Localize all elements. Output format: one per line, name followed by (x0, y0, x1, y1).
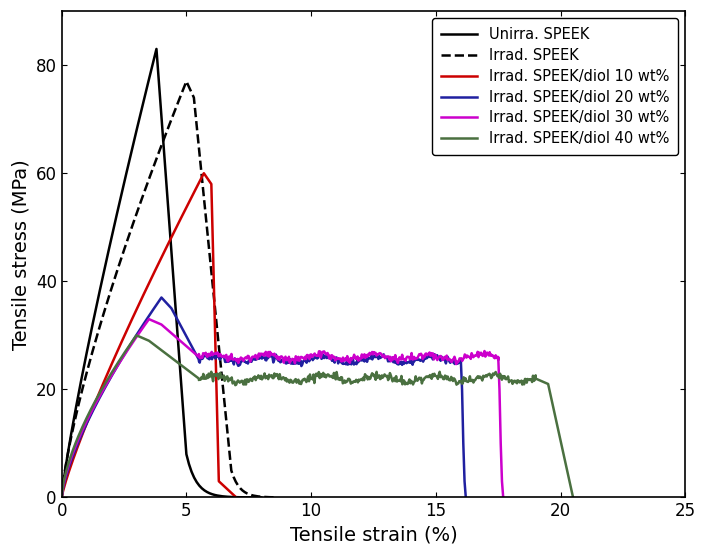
Irrad. SPEEK/diol 30 wt% (483, 349, 491, 356)
Line: Irrad. SPEEK/diol 20 wt%: Irrad. SPEEK/diol 20 wt% (62, 297, 466, 498)
Irrad. SPEEK/diol 20 wt% (315, 351, 323, 358)
Line: Irrad. SPEEK/diol 10 wt%: Irrad. SPEEK/diol 10 wt% (62, 173, 236, 498)
Irrad. SPEEK/diol 20 wt% (133, 331, 141, 337)
Irrad. SPEEK (245, 491, 253, 498)
Irrad. SPEEK/diol 40 wt% (569, 494, 578, 501)
Unirra. SPEEK (64, 451, 72, 458)
Irrad. SPEEK (182, 78, 191, 85)
Line: Irrad. SPEEK/diol 40 wt%: Irrad. SPEEK/diol 40 wt% (62, 335, 573, 498)
Irrad. SPEEK/diol 10 wt% (129, 312, 138, 319)
Irrad. SPEEK (95, 324, 104, 331)
Irrad. SPEEK/diol 40 wt% (198, 375, 206, 382)
Irrad. SPEEK (137, 196, 146, 203)
Irrad. SPEEK/diol 20 wt% (57, 494, 66, 501)
Irrad. SPEEK/diol 40 wt% (57, 494, 66, 501)
Irrad. SPEEK (57, 494, 66, 501)
Irrad. SPEEK/diol 10 wt% (135, 300, 144, 307)
Unirra. SPEEK (140, 95, 148, 101)
Irrad. SPEEK/diol 10 wt% (198, 173, 206, 180)
Irrad. SPEEK/diol 20 wt% (462, 494, 470, 501)
Irrad. SPEEK/diol 20 wt% (432, 353, 440, 360)
Irrad. SPEEK/diol 40 wt% (361, 371, 369, 378)
Irrad. SPEEK/diol 30 wt% (331, 357, 339, 364)
Irrad. SPEEK/diol 10 wt% (232, 494, 240, 501)
Legend: Unirra. SPEEK, Irrad. SPEEK, Irrad. SPEEK/diol 10 wt%, Irrad. SPEEK/diol 20 wt%,: Unirra. SPEEK, Irrad. SPEEK, Irrad. SPEE… (432, 18, 678, 155)
Irrad. SPEEK/diol 10 wt% (57, 494, 66, 501)
Irrad. SPEEK/diol 30 wt% (493, 354, 501, 360)
Line: Irrad. SPEEK: Irrad. SPEEK (62, 81, 274, 498)
Line: Unirra. SPEEK: Unirra. SPEEK (62, 49, 261, 498)
Irrad. SPEEK (177, 92, 185, 99)
Irrad. SPEEK/diol 30 wt% (145, 316, 153, 322)
Line: Irrad. SPEEK/diol 30 wt%: Irrad. SPEEK/diol 30 wt% (62, 319, 503, 498)
Y-axis label: Tensile stress (MPa): Tensile stress (MPa) (11, 159, 30, 350)
Irrad. SPEEK/diol 10 wt% (170, 230, 178, 236)
Irrad. SPEEK/diol 40 wt% (132, 332, 141, 339)
Irrad. SPEEK/diol 40 wt% (262, 375, 270, 381)
Irrad. SPEEK/diol 30 wt% (167, 329, 175, 336)
Unirra. SPEEK (257, 494, 265, 501)
Irrad. SPEEK (269, 494, 278, 500)
Irrad. SPEEK/diol 40 wt% (233, 379, 241, 385)
Irrad. SPEEK/diol 30 wt% (499, 494, 508, 501)
Unirra. SPEEK (57, 494, 66, 501)
Irrad. SPEEK/diol 30 wt% (132, 335, 140, 341)
Irrad. SPEEK/diol 40 wt% (369, 372, 378, 379)
Irrad. SPEEK/diol 20 wt% (157, 294, 165, 301)
Irrad. SPEEK/diol 20 wt% (190, 348, 199, 355)
Irrad. SPEEK/diol 30 wt% (57, 494, 66, 501)
Irrad. SPEEK/diol 30 wt% (393, 356, 402, 363)
Irrad. SPEEK/diol 10 wt% (228, 490, 237, 497)
Irrad. SPEEK (80, 379, 88, 386)
Unirra. SPEEK (88, 325, 96, 332)
Irrad. SPEEK/diol 10 wt% (199, 170, 208, 177)
Irrad. SPEEK/diol 20 wt% (428, 353, 436, 360)
X-axis label: Tensile strain (%): Tensile strain (%) (290, 526, 457, 545)
Unirra. SPEEK (152, 46, 160, 52)
Irrad. SPEEK/diol 10 wt% (211, 321, 219, 328)
Unirra. SPEEK (67, 430, 76, 437)
Unirra. SPEEK (255, 494, 263, 501)
Unirra. SPEEK (74, 391, 83, 398)
Irrad. SPEEK/diol 20 wt% (90, 404, 99, 410)
Irrad. SPEEK/diol 40 wt% (73, 436, 81, 443)
Irrad. SPEEK (200, 200, 209, 206)
